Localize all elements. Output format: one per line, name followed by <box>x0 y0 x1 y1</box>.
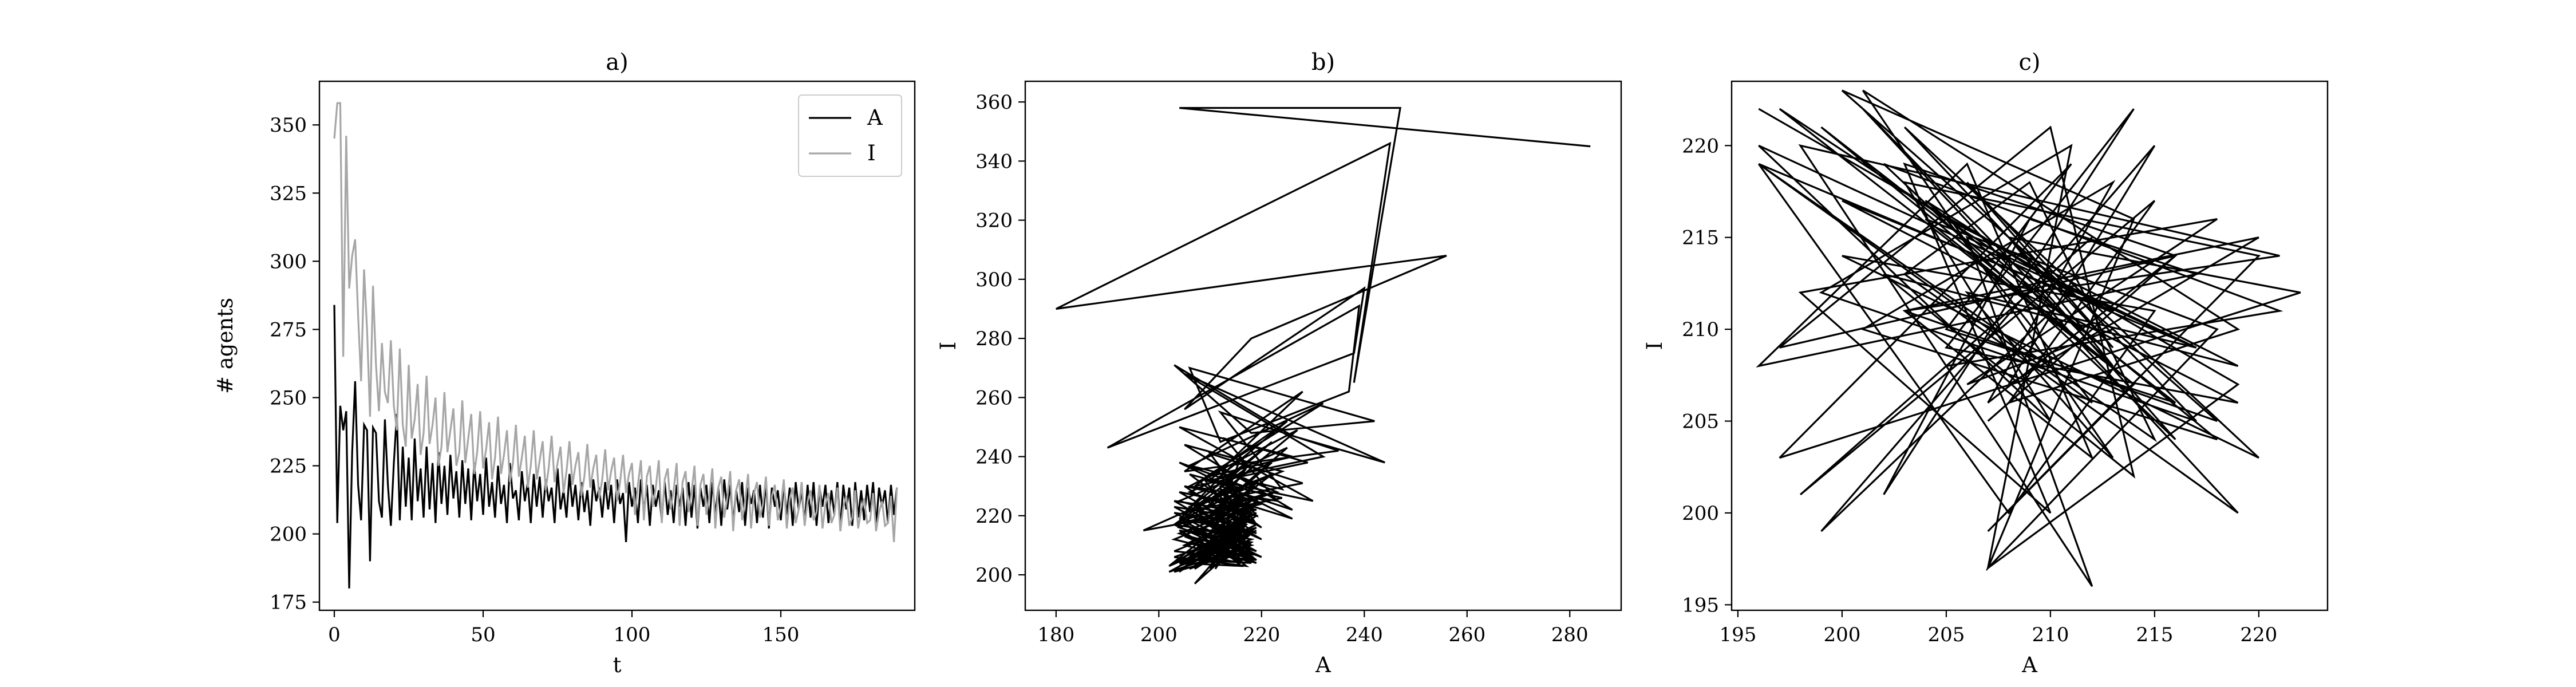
panel-c-axes-frame <box>1730 80 2329 611</box>
panel-a-ytick-label: 275 <box>270 318 307 341</box>
panel-c-xtick-label: 205 <box>1927 623 1965 646</box>
panel-a-y-axis-label: # agents <box>213 298 238 394</box>
panel-b-xtick-label: 260 <box>1448 623 1485 646</box>
panel-b-ytick-label: 280 <box>975 327 1013 350</box>
panel-b-ytick-label: 320 <box>975 210 1013 232</box>
panel-c-ytick-label: 210 <box>1682 318 1719 341</box>
panel-a-ytick-label: 200 <box>270 523 307 546</box>
panel-b-xtick-label: 280 <box>1551 623 1589 646</box>
panel-a-ytick-label: 300 <box>270 250 307 273</box>
panel-a-ytick-label: 225 <box>270 455 307 478</box>
panel-b-y-axis-label: I <box>936 342 961 350</box>
panel-b-trajectory-line <box>1056 106 1591 585</box>
panel-a-ytick-label: 350 <box>270 114 307 137</box>
panel-c-xtick-label: 220 <box>2240 623 2277 646</box>
panel-b-xtick-label: 200 <box>1140 623 1178 646</box>
panel-a-legend-label-a: A <box>867 105 883 130</box>
panel-b-xtick-label: 240 <box>1346 623 1383 646</box>
panel-a: 0 50 100 150 175 200 225 250 275 300 325 350 a) t # ag… <box>213 49 916 677</box>
panel-a-ytick-label: 175 <box>270 591 307 614</box>
panel-a-xtick-label: 0 <box>328 623 341 646</box>
panel-a-legend-box <box>798 94 902 177</box>
panel-b-ytick-label: 200 <box>975 564 1013 587</box>
panel-b-xtick-label: 220 <box>1243 623 1280 646</box>
panel-a-x-axis-label: t <box>613 653 622 677</box>
panel-b-ytick-label: 240 <box>975 446 1013 469</box>
panel-b-axes-frame <box>1024 80 1622 611</box>
panel-b-xtick-label: 180 <box>1037 623 1074 646</box>
panel-a-xtick-label: 50 <box>471 623 495 646</box>
panel-c-ytick-label: 205 <box>1682 410 1719 433</box>
panel-a-legend: AI <box>798 94 902 177</box>
panel-a-title: a) <box>606 49 628 76</box>
panel-b-x-axis-label: A <box>1315 653 1332 677</box>
panel-a-axes-frame <box>318 80 916 611</box>
panel-c-xtick-label: 195 <box>1719 623 1756 646</box>
panel-b-ytick-label: 220 <box>975 505 1013 528</box>
panel-b-ytick-label: 340 <box>975 150 1013 173</box>
panel-a-xtick-label: 150 <box>762 623 800 646</box>
panel-b-title: b) <box>1311 49 1335 76</box>
panel-c-ytick-label: 220 <box>1682 135 1719 157</box>
panel-c-xtick-label: 200 <box>1823 623 1860 646</box>
panel-c: 195 200 205 210 215 220 195 200 205 210 215 220 c) A I <box>1642 49 2329 677</box>
panel-c-trajectory-line <box>1756 89 2301 587</box>
panel-c-ytick-label: 215 <box>1682 227 1719 250</box>
panel-b-ytick-label: 360 <box>975 91 1013 114</box>
panel-a-xtick-label: 100 <box>614 623 651 646</box>
panel-b-ytick-label: 260 <box>975 386 1013 409</box>
panel-a-legend-label-i: I <box>867 141 876 165</box>
panel-c-title: c) <box>2018 49 2040 76</box>
panel-b-ytick-label: 300 <box>975 269 1013 291</box>
panel-c-x-axis-label: A <box>2021 653 2038 677</box>
panel-a-ytick-label: 325 <box>270 182 307 205</box>
panel-a-ytick-label: 250 <box>270 386 307 409</box>
panel-c-y-axis-label: I <box>1642 342 1667 350</box>
panel-b: 180 200 220 240 260 280 200 220 240 260 280 300 320 3… <box>936 49 1622 677</box>
panel-a-series-i-line <box>333 102 898 543</box>
panel-c-xtick-label: 215 <box>2136 623 2173 646</box>
panel-c-ytick-label: 200 <box>1682 502 1719 525</box>
panel-c-ytick-label: 195 <box>1682 594 1719 617</box>
panel-c-xtick-label: 210 <box>2032 623 2069 646</box>
